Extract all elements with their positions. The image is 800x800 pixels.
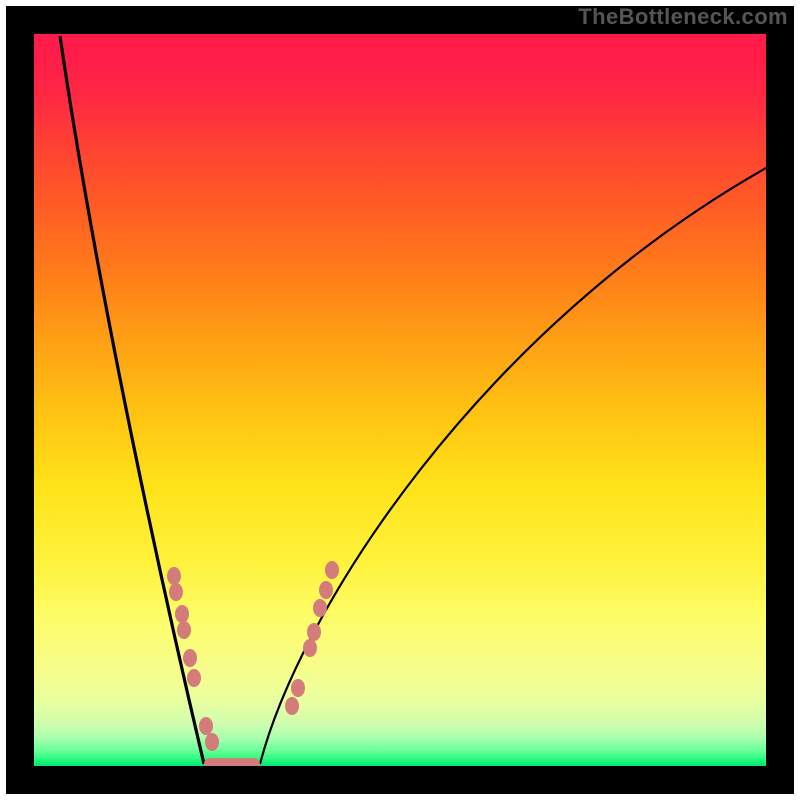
marker-dot [169, 583, 183, 601]
chart-container: TheBottleneck.com [0, 0, 800, 800]
marker-dot [291, 679, 305, 697]
marker-dot [167, 567, 181, 585]
marker-dot [205, 733, 219, 751]
marker-dot [313, 599, 327, 617]
marker-dot [175, 605, 189, 623]
marker-dot [183, 649, 197, 667]
plot-background [34, 34, 766, 766]
marker-dot [307, 623, 321, 641]
marker-dot [319, 581, 333, 599]
marker-dot [303, 639, 317, 657]
watermark-text: TheBottleneck.com [578, 4, 788, 30]
marker-dot [325, 561, 339, 579]
marker-dot [187, 669, 201, 687]
marker-dot [177, 621, 191, 639]
marker-dot [285, 697, 299, 715]
bottleneck-chart [0, 0, 800, 800]
marker-dot [199, 717, 213, 735]
